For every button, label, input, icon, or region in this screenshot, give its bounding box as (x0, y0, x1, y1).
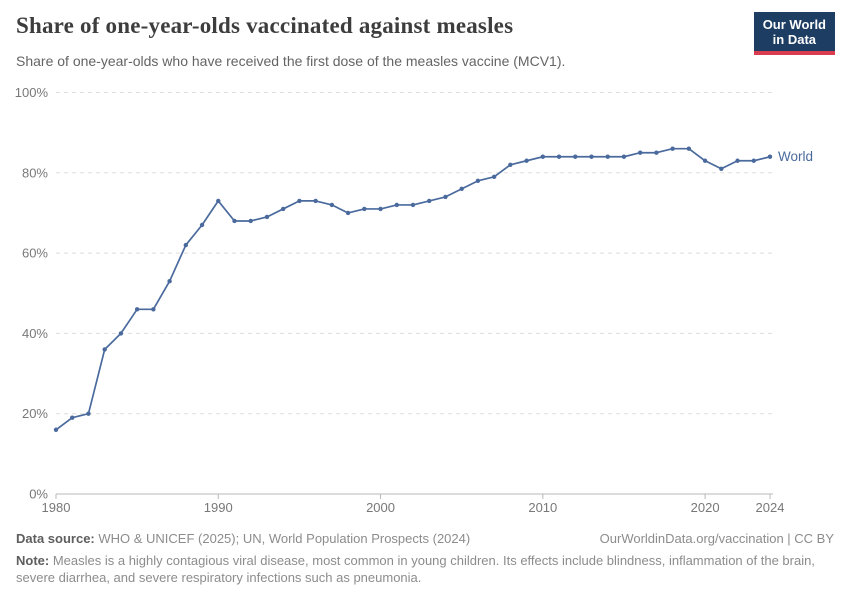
page-title: Share of one-year-olds vaccinated agains… (16, 13, 514, 38)
x-axis-label: 1980 (42, 500, 71, 515)
y-axis-label: 20% (22, 406, 48, 421)
data-point[interactable] (248, 218, 253, 224)
series-label[interactable]: World (778, 149, 813, 164)
data-point[interactable] (459, 186, 464, 192)
data-point[interactable] (735, 158, 740, 163)
chart-footer: Data source: WHO & UNICEF (2025); UN, Wo… (16, 530, 834, 587)
data-point[interactable] (654, 150, 659, 155)
x-axis-label: 2024 (756, 500, 785, 515)
data-point[interactable] (427, 198, 432, 204)
data-point[interactable] (670, 146, 675, 151)
x-axis-label: 2000 (366, 500, 395, 515)
data-source-label: Data source: (16, 531, 95, 546)
data-point[interactable] (443, 194, 448, 200)
data-point[interactable] (134, 307, 140, 312)
data-point[interactable] (719, 166, 724, 171)
data-point[interactable] (556, 154, 562, 159)
data-point[interactable] (605, 154, 610, 159)
data-source: Data source: WHO & UNICEF (2025); UN, Wo… (16, 530, 470, 548)
note-text: Measles is a highly contagious viral dis… (16, 552, 815, 586)
data-point[interactable] (751, 158, 756, 163)
data-point[interactable] (508, 162, 513, 167)
y-axis-label: 40% (22, 326, 48, 341)
data-point[interactable] (362, 206, 367, 212)
y-axis-label: 60% (22, 246, 48, 261)
data-point[interactable] (767, 154, 773, 159)
data-point[interactable] (702, 158, 708, 163)
y-axis-label: 100% (15, 85, 49, 100)
data-point[interactable] (378, 206, 383, 212)
data-point[interactable] (475, 178, 481, 184)
data-source-value: WHO & UNICEF (2025); UN, World Populatio… (94, 531, 471, 546)
data-point[interactable] (394, 202, 399, 208)
data-point[interactable] (589, 154, 594, 159)
data-point[interactable] (637, 150, 643, 155)
x-axis-label: 2020 (691, 500, 720, 515)
data-point[interactable] (345, 210, 351, 216)
y-axis-label: 0% (29, 487, 48, 502)
data-point[interactable] (232, 218, 237, 224)
data-point[interactable] (151, 307, 156, 312)
data-point[interactable] (280, 206, 286, 212)
data-point[interactable] (167, 279, 172, 284)
data-point[interactable] (686, 146, 692, 151)
data-point[interactable] (313, 198, 318, 204)
chart-subtitle: Share of one-year-olds who have received… (16, 53, 566, 69)
data-point[interactable] (329, 202, 335, 208)
x-axis-label: 2010 (528, 500, 557, 515)
data-point[interactable] (102, 347, 107, 352)
data-point[interactable] (264, 214, 270, 220)
data-point[interactable] (86, 411, 91, 416)
data-point[interactable] (297, 198, 302, 204)
chart-note: Note: Measles is a highly contagious vir… (16, 552, 834, 587)
data-point[interactable] (410, 202, 416, 208)
series-line[interactable] (55, 147, 771, 431)
data-point[interactable] (53, 427, 59, 432)
data-point[interactable] (491, 174, 497, 180)
data-point[interactable] (118, 331, 124, 336)
data-point[interactable] (540, 154, 546, 159)
data-point[interactable] (621, 154, 627, 159)
note-label: Note: (16, 552, 50, 568)
data-point[interactable] (573, 154, 578, 159)
data-point[interactable] (183, 242, 189, 248)
owid-logo[interactable]: Our World in Data (753, 12, 835, 55)
owid-logo-line1: Our World (762, 17, 826, 32)
data-point[interactable] (199, 222, 205, 228)
owid-logo-line2: in Data (772, 32, 817, 47)
footer-link[interactable]: OurWorldinData.org/vaccination | CC BY (599, 531, 834, 546)
data-point[interactable] (70, 415, 75, 420)
y-axis-label: 80% (22, 165, 48, 180)
x-axis-label: 1990 (204, 500, 233, 515)
data-point[interactable] (524, 158, 529, 163)
data-point[interactable] (216, 198, 221, 204)
